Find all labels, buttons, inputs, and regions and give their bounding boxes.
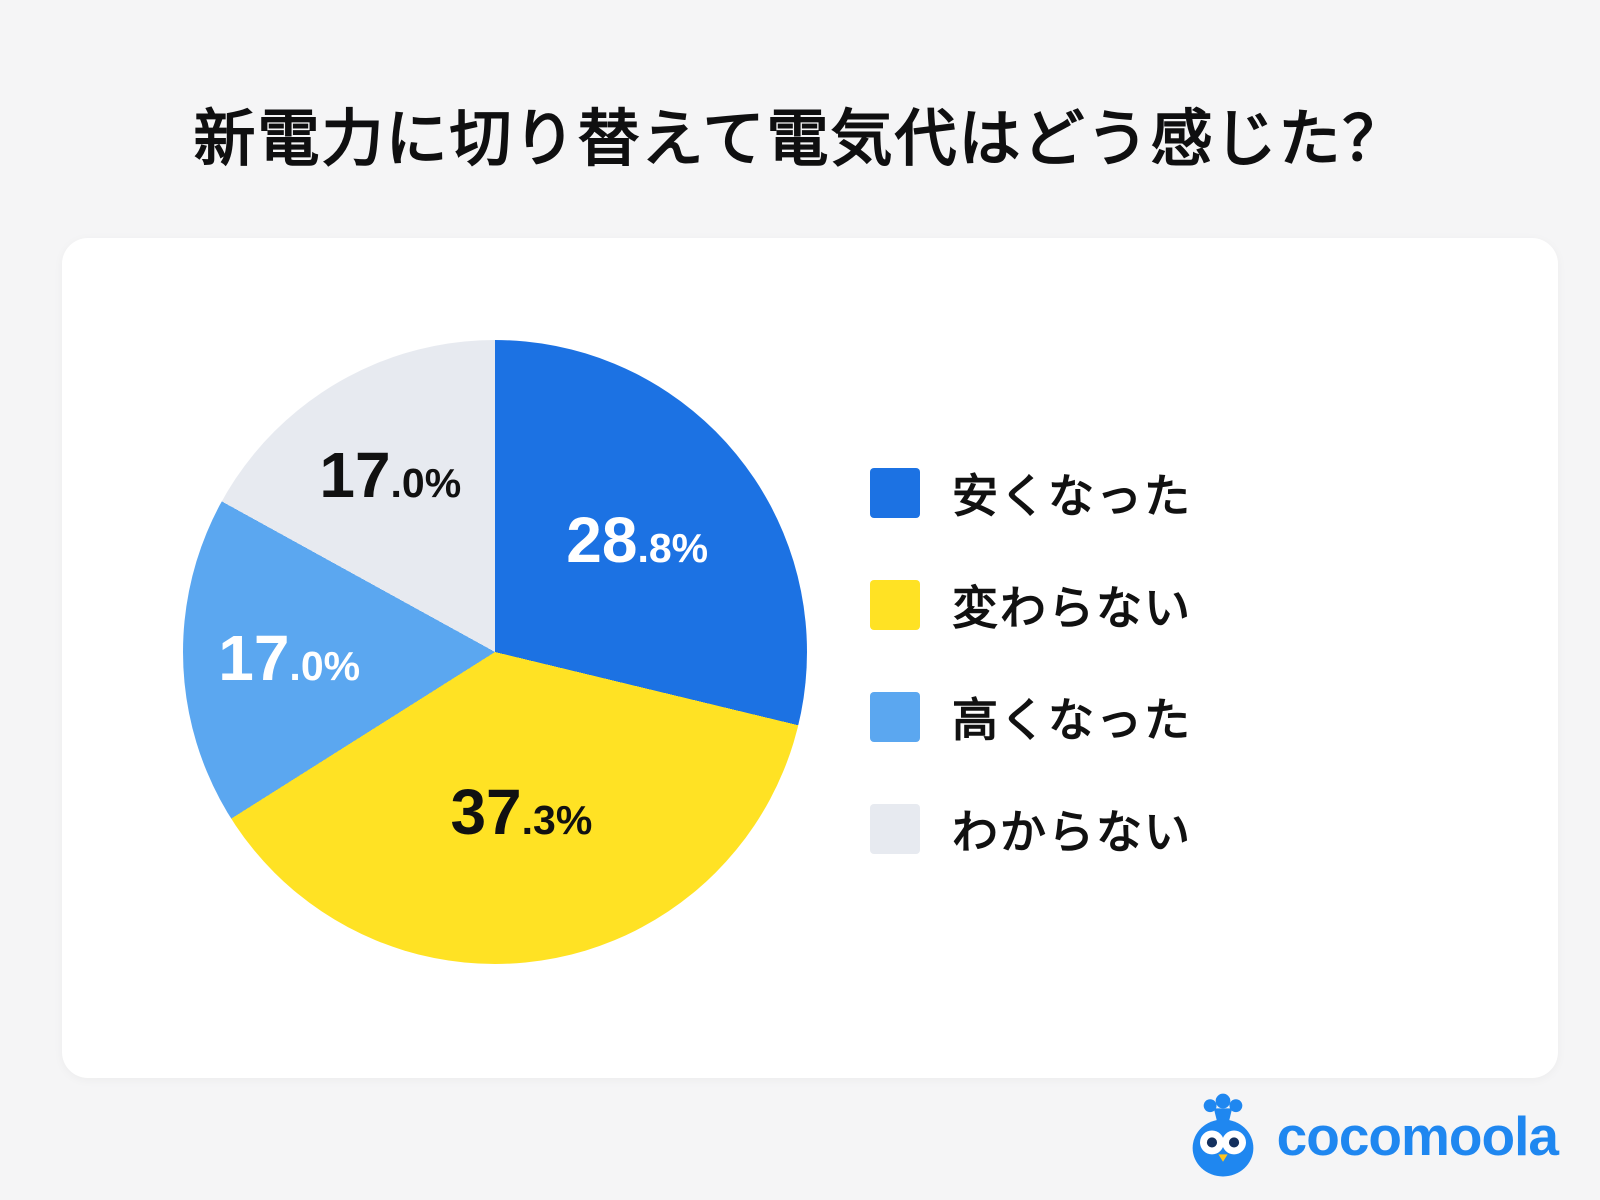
legend-item-wakaranai: わからない	[870, 804, 1192, 858]
legend-item-yasukunatta: 安くなった	[870, 468, 1192, 522]
page-title: 新電力に切り替えて電気代はどう感じた？	[193, 105, 1407, 174]
slice-percentage-label: 28.8%	[566, 504, 709, 577]
legend: 安くなった 変わらない 高くなった わからない	[870, 468, 1192, 916]
legend-item-kawaranai: 変わらない	[870, 580, 1192, 634]
legend-label: 安くなった	[952, 470, 1192, 522]
legend-swatch-yellow	[870, 580, 920, 630]
legend-swatch-gray	[870, 804, 920, 854]
money-bag-owl-icon	[1192, 1093, 1254, 1177]
legend-label: 変わらない	[952, 582, 1192, 634]
pie-chart: 28.8% 37.3% 17.0% 17.0%	[183, 340, 807, 964]
legend-swatch-blue	[870, 468, 920, 518]
legend-swatch-lightblue	[870, 692, 920, 742]
slice-percentage-label: 37.3%	[450, 776, 593, 849]
cocomoola-logo: cocomoola	[1177, 1090, 1559, 1182]
slice-percentage-label: 17.0%	[319, 438, 462, 511]
logo-text: cocomoola	[1276, 1105, 1559, 1167]
chart-card: 28.8% 37.3% 17.0% 17.0% 安くなった 変わらない 高くなった わ…	[62, 238, 1558, 1078]
pie-graphic	[183, 340, 807, 964]
slice-percentage-label: 17.0%	[218, 622, 361, 695]
legend-label: わからない	[952, 806, 1192, 858]
legend-item-takakunatta: 高くなった	[870, 692, 1192, 746]
legend-label: 高くなった	[952, 694, 1192, 746]
